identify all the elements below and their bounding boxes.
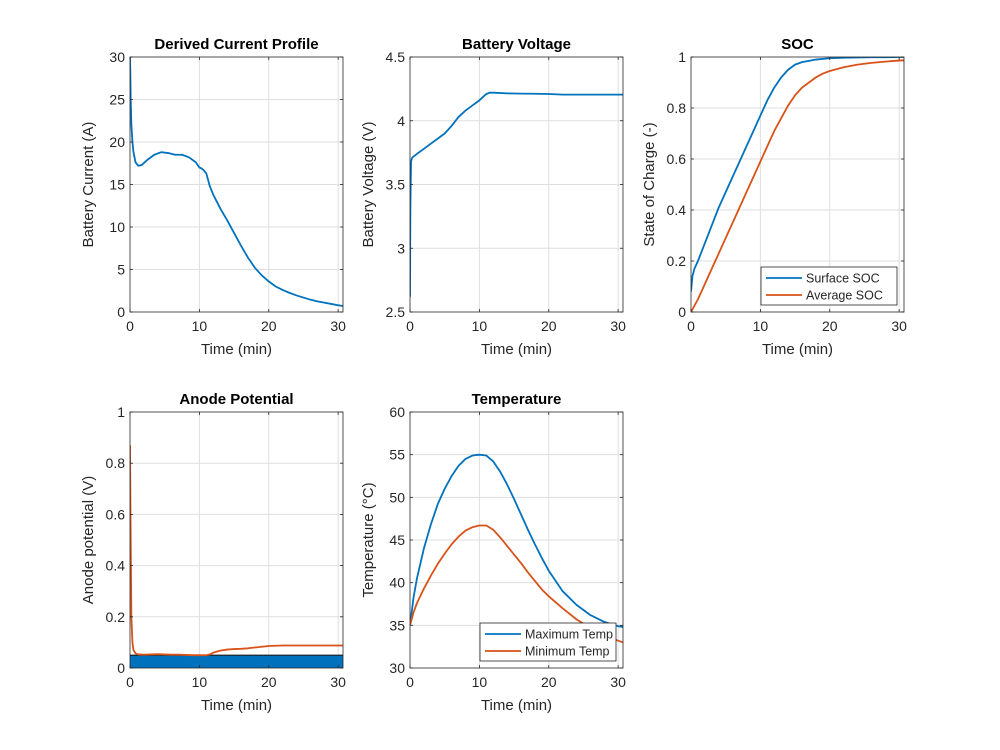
y-tick-label: 30 [109, 49, 125, 65]
axes-soc: 0 10 20 30 0 0.2 0.4 0.6 0.8 1 SOC Time (min) State … [641, 36, 907, 358]
x-axis-label: Time (min) [201, 341, 272, 358]
y-tick-label: 1 [117, 404, 125, 420]
y-tick-label: 0.4 [106, 558, 126, 574]
legend-box [479, 622, 617, 662]
series-line-1 [130, 445, 343, 657]
y-tick-label: 45 [389, 532, 405, 548]
y-tick-label: 0.6 [106, 506, 126, 522]
series-line-0 [410, 453, 623, 628]
y-tick-label: 0.6 [667, 151, 687, 167]
chart-title: Anode Potential [179, 391, 293, 408]
y-tick-label: 50 [389, 489, 405, 505]
series-line-1 [691, 59, 904, 312]
x-tick-label: 10 [472, 318, 488, 334]
y-tick-label: 3 [397, 240, 405, 256]
axes-voltage: 0 10 20 30 2.5 3 3.5 4 4.5 Battery Voltage Time (m… [360, 36, 626, 358]
y-tick-label: 2.5 [386, 304, 406, 320]
legend: Surface SOC Average SOC [760, 266, 898, 306]
legend-label-0: Maximum Temp [525, 628, 613, 642]
y-tick-label: 25 [109, 92, 125, 108]
y-tick-label: 1 [678, 49, 686, 65]
y-tick-label: 3.5 [386, 177, 406, 193]
x-tick-label: 30 [891, 318, 907, 334]
series-line-0 [410, 91, 623, 297]
x-tick-label: 30 [610, 674, 626, 690]
x-tick-label: 20 [261, 318, 277, 334]
y-tick-label: 5 [117, 262, 125, 278]
y-tick-label: 4.5 [386, 49, 406, 65]
y-tick-label: 0 [678, 304, 686, 320]
series-group [410, 453, 623, 644]
x-tick-label: 30 [610, 318, 626, 334]
series-line-1 [410, 524, 623, 644]
y-tick-label: 60 [389, 404, 405, 420]
y-tick-label: 0.2 [106, 609, 126, 625]
x-tick-label: 10 [192, 674, 208, 690]
series-group [691, 57, 904, 312]
y-tick-label: 20 [109, 134, 125, 150]
y-tick-label: 0.8 [106, 455, 126, 471]
x-tick-label: 30 [330, 674, 346, 690]
legend-label-0: Surface SOC [806, 272, 880, 286]
x-axis-label: Time (min) [481, 341, 552, 358]
legend: Maximum Temp Minimum Temp [479, 622, 617, 662]
x-axis-label: Time (min) [201, 697, 272, 714]
chart-title: Battery Voltage [462, 36, 571, 53]
y-tick-label: 0.4 [667, 202, 687, 218]
series-group [130, 445, 343, 668]
y-axis-label: Anode potential (V) [80, 476, 97, 604]
y-tick-label: 0 [117, 660, 125, 676]
legend-label-1: Minimum Temp [525, 645, 610, 659]
y-tick-label: 30 [389, 660, 405, 676]
x-tick-label: 0 [406, 318, 414, 334]
x-tick-label: 20 [541, 318, 557, 334]
chart-title: Temperature [472, 391, 562, 408]
y-axis-label: State of Charge (-) [641, 122, 658, 246]
x-tick-label: 10 [472, 674, 488, 690]
x-tick-label: 30 [330, 318, 346, 334]
x-tick-label: 0 [406, 674, 414, 690]
y-tick-label: 15 [109, 177, 125, 193]
y-tick-label: 0 [117, 304, 125, 320]
series-line-0 [691, 57, 904, 292]
series-area-0 [130, 655, 343, 668]
series-group [410, 91, 623, 297]
legend-label-1: Average SOC [806, 289, 883, 303]
y-tick-label: 35 [389, 617, 405, 633]
x-tick-label: 10 [192, 318, 208, 334]
plot-area [130, 412, 343, 668]
series-line-0 [130, 57, 343, 307]
chart-title: SOC [781, 36, 814, 53]
y-tick-label: 55 [389, 447, 405, 463]
axes-temperature: 0 10 20 30 30 35 40 45 50 55 60 Temperature Time (mi… [360, 391, 626, 714]
y-axis-label: Battery Voltage (V) [360, 122, 377, 248]
axes-box [129, 411, 344, 669]
y-tick-label: 0.8 [667, 100, 687, 116]
x-tick-label: 20 [541, 674, 557, 690]
axes-box [690, 56, 905, 313]
x-tick-label: 0 [687, 318, 695, 334]
y-tick-label: 10 [109, 219, 125, 235]
axes-anode: 0 10 20 30 0 0.2 0.4 0.6 0.8 1 Anode Potential Time… [80, 391, 346, 714]
y-tick-label: 40 [389, 575, 405, 591]
x-tick-label: 20 [261, 674, 277, 690]
x-tick-label: 0 [126, 674, 134, 690]
y-axis-label: Battery Current (A) [80, 122, 97, 248]
y-tick-label: 4 [397, 113, 405, 129]
legend-box [760, 266, 898, 306]
series-group [130, 57, 343, 307]
x-axis-label: Time (min) [762, 341, 833, 358]
y-tick-label: 0.2 [667, 253, 687, 269]
x-tick-label: 20 [822, 318, 838, 334]
axes-current: 0 10 20 30 0 5 10 15 20 25 30 Derived Current Profi… [80, 36, 346, 358]
x-axis-label: Time (min) [481, 697, 552, 714]
y-axis-label: Temperature (°C) [360, 482, 377, 597]
chart-title: Derived Current Profile [154, 36, 318, 53]
x-tick-label: 0 [126, 318, 134, 334]
x-tick-label: 10 [753, 318, 769, 334]
